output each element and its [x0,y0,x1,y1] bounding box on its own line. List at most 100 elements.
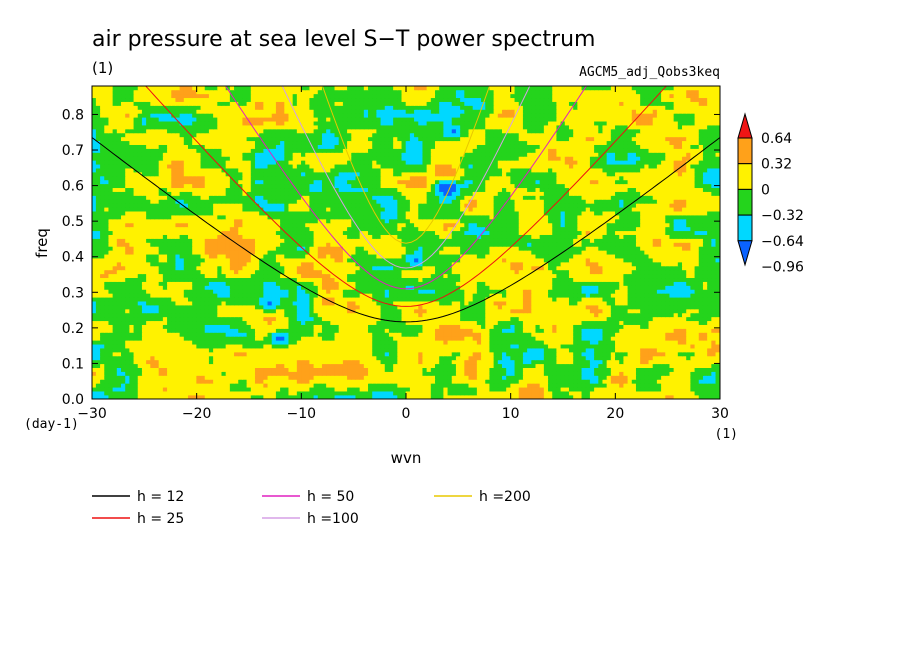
field-cell [288,394,294,399]
field-cell [154,308,160,314]
field-cell [581,371,587,376]
field-cell [418,300,424,306]
field-cell [317,386,323,392]
field-cell [615,343,620,349]
field-cell [280,285,285,290]
field-cell [229,351,235,357]
field-cell [108,320,114,325]
field-cell [326,316,331,322]
field-cell [154,367,160,372]
field-cell [183,304,189,310]
field-cell [183,281,189,286]
field-cell [397,320,403,325]
field-cell [208,296,214,302]
field-cell [422,347,428,353]
field-cell [196,328,202,333]
field-cell [476,312,482,318]
field-cell [179,300,185,306]
field-cell [388,383,394,388]
field-cell [594,281,599,286]
field-cell [204,324,210,329]
field-cell [443,281,449,286]
field-cell [296,320,302,325]
field-cell [342,285,348,290]
field-cell [208,289,214,294]
field-cell [192,265,197,271]
field-cell [388,296,394,302]
field-cell [275,293,281,298]
field-cell [334,363,340,368]
field-cell [95,347,101,353]
field-cell [472,386,478,392]
field-cell [518,320,524,325]
field-cell [493,285,499,290]
field-cell [183,308,189,314]
field-cell [208,320,214,325]
field-cell [510,320,516,325]
field-cell [489,340,495,345]
field-cell [606,296,612,302]
field-cell [635,300,641,306]
field-cell [246,375,252,380]
field-cell [443,367,449,372]
field-cell [673,320,679,325]
field-cell [200,336,206,341]
field-cell [472,383,478,388]
field-cell [661,281,666,286]
field-cell [355,324,361,329]
field-cell [585,281,591,286]
field-cell [481,375,486,380]
field-cell [363,320,369,325]
field-cell [208,394,214,399]
field-cell [334,371,340,376]
field-cell [564,285,570,290]
field-cell [707,320,712,325]
field-cell [217,343,223,349]
field-cell [644,281,650,286]
field-cell [317,371,323,376]
field-cell [552,277,558,282]
field-cell [472,332,478,337]
field-cell [95,379,101,384]
field-cell [334,336,340,341]
field-cell [192,293,197,298]
field-cell [309,383,315,388]
field-cell [208,363,214,368]
field-cell [259,289,264,294]
field-cell [301,281,306,286]
field-cell [677,386,683,392]
field-cell [527,379,532,384]
field-cell [602,316,608,322]
field-cell [125,367,130,372]
field-cell [204,379,210,384]
field-cell [158,308,164,314]
field-cell [535,273,541,279]
field-cell [213,336,218,341]
field-cell [317,300,323,306]
field-cell [254,320,260,325]
field-cell [615,367,620,372]
field-cell [393,328,398,333]
field-cell [208,375,214,380]
field-cell [393,359,398,365]
field-cell [610,285,616,290]
field-cell [493,351,499,357]
field-cell [581,379,587,384]
field-cell [167,312,172,318]
field-cell [121,324,126,329]
field-cell [284,296,290,302]
field-cell [380,293,386,298]
field-cell [137,324,143,329]
field-cell [137,375,143,380]
field-cell [702,383,708,388]
field-cell [501,304,507,310]
field-cell [669,304,675,310]
field-cell [677,320,683,325]
field-cell [388,386,394,392]
field-cell [711,277,717,282]
field-cell [468,332,474,337]
field-cell [250,265,256,271]
field-cell [493,312,499,318]
field-cell [380,296,386,302]
field-cell [108,265,114,271]
